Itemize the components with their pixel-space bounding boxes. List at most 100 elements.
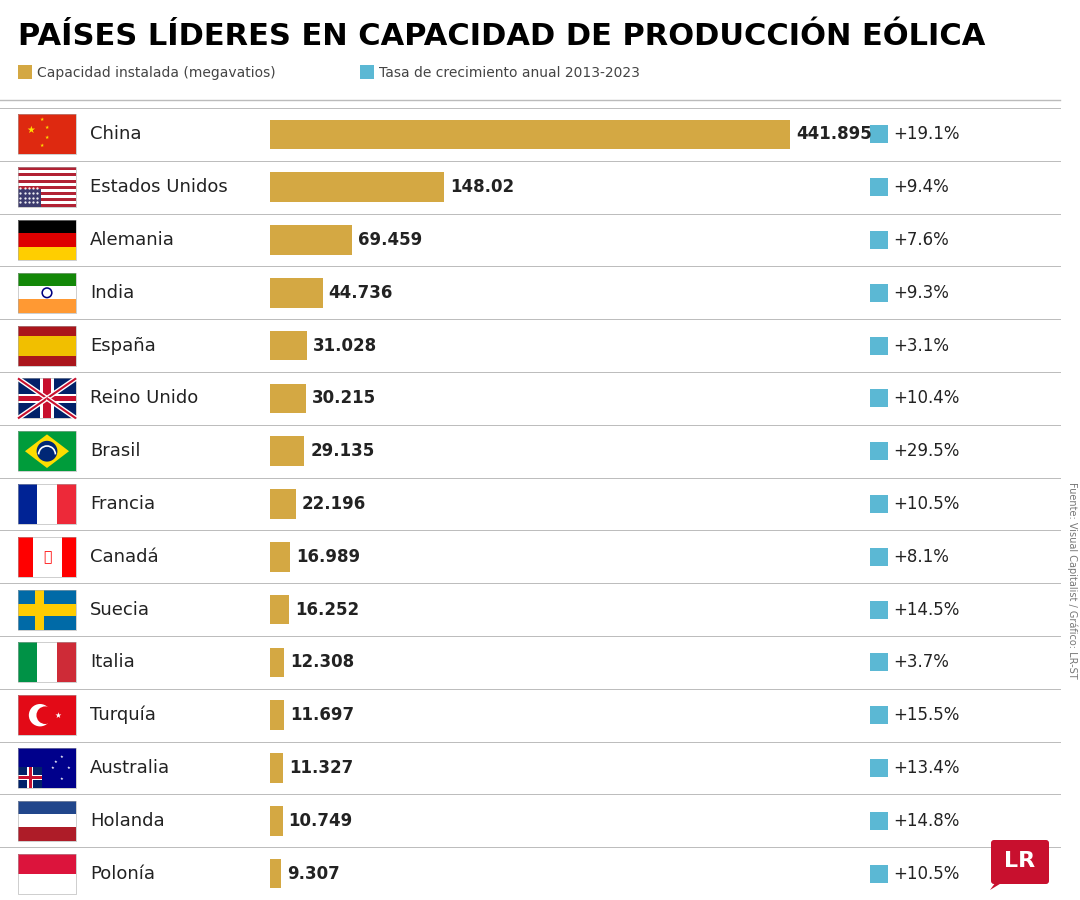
Bar (18, 775, 42, 780)
Bar (18, 185, 76, 189)
Bar (270, 648, 284, 677)
Bar (270, 120, 789, 149)
Text: 148.02: 148.02 (450, 178, 514, 196)
Bar (18, 273, 76, 286)
Bar (18, 114, 76, 155)
Bar (18, 643, 76, 682)
Bar (18, 326, 76, 365)
Text: Turquía: Turquía (90, 706, 156, 724)
Bar (18, 874, 76, 894)
Text: 🍁: 🍁 (43, 550, 51, 563)
Text: Polonía: Polonía (90, 865, 156, 883)
Text: +10.5%: +10.5% (893, 495, 959, 513)
Bar (270, 700, 284, 730)
Bar (870, 231, 888, 249)
Text: 12.308: 12.308 (291, 653, 354, 671)
Text: ★: ★ (67, 766, 71, 770)
Text: +19.1%: +19.1% (893, 125, 959, 143)
Bar (18, 326, 76, 336)
Text: Brasil: Brasil (90, 442, 140, 460)
Bar (18, 201, 76, 204)
Bar (18, 179, 76, 183)
Bar (18, 801, 76, 814)
Text: +8.1%: +8.1% (893, 548, 949, 566)
Bar (18, 300, 76, 313)
Bar (40, 378, 54, 419)
Bar (18, 183, 76, 185)
Text: Italia: Italia (90, 653, 135, 671)
Bar (870, 706, 888, 724)
Circle shape (41, 287, 53, 299)
Bar (18, 247, 76, 260)
Bar (870, 653, 888, 671)
Text: ★: ★ (54, 760, 57, 764)
Bar (18, 336, 76, 356)
Bar (18, 536, 76, 577)
Bar (870, 337, 888, 355)
Bar (18, 853, 76, 874)
Bar (18, 204, 76, 207)
Bar (18, 198, 76, 201)
Bar (18, 170, 76, 174)
Bar (36, 590, 43, 630)
Text: 9.307: 9.307 (287, 865, 340, 883)
Bar (270, 225, 352, 255)
Bar (18, 273, 76, 313)
Bar (270, 595, 289, 625)
Bar (18, 590, 76, 630)
Bar (870, 759, 888, 777)
Text: 16.989: 16.989 (296, 548, 360, 566)
Bar (18, 695, 76, 735)
Bar (870, 548, 888, 566)
Bar (18, 827, 76, 841)
Bar (18, 748, 76, 788)
Bar (18, 767, 42, 788)
Bar (18, 192, 76, 195)
Bar (18, 167, 76, 207)
Bar (18, 65, 32, 79)
Text: +14.8%: +14.8% (893, 812, 959, 830)
Text: 69.459: 69.459 (357, 231, 422, 249)
Polygon shape (25, 435, 69, 468)
Bar (18, 114, 76, 155)
Text: Estados Unidos: Estados Unidos (90, 178, 228, 196)
Bar (270, 383, 306, 413)
Bar (18, 695, 76, 735)
Bar (18, 484, 38, 524)
Bar (18, 777, 42, 778)
Bar (18, 378, 76, 419)
Text: 44.736: 44.736 (328, 284, 393, 302)
Bar (870, 600, 888, 618)
Bar (38, 484, 56, 524)
Bar (18, 233, 76, 247)
Text: China: China (90, 125, 141, 143)
Text: LR: LR (1004, 851, 1036, 871)
Text: ★: ★ (51, 766, 55, 770)
Bar (270, 331, 307, 360)
Bar (18, 431, 76, 472)
Text: Francia: Francia (90, 495, 156, 513)
Bar (870, 390, 888, 408)
Text: Reino Unido: Reino Unido (90, 390, 199, 408)
Text: ★: ★ (44, 135, 50, 140)
Text: Suecia: Suecia (90, 600, 150, 618)
Bar (870, 442, 888, 460)
Text: ★: ★ (44, 125, 50, 130)
Bar (270, 806, 283, 835)
Text: España: España (90, 337, 156, 355)
Text: Canadá: Canadá (90, 548, 159, 566)
Bar (870, 284, 888, 302)
Text: PAÍSES LÍDERES EN CAPACIDAD DE PRODUCCIÓN EÓLICA: PAÍSES LÍDERES EN CAPACIDAD DE PRODUCCIÓ… (18, 22, 985, 51)
Text: ★: ★ (26, 124, 36, 135)
Bar (18, 176, 76, 179)
Circle shape (29, 704, 51, 726)
Text: Australia: Australia (90, 759, 171, 777)
Bar (870, 178, 888, 196)
Text: +15.5%: +15.5% (893, 706, 959, 724)
Text: Fuente: Visual Capitalist / Gráfico: LR-ST: Fuente: Visual Capitalist / Gráfico: LR-… (1067, 482, 1077, 679)
Polygon shape (990, 879, 1008, 890)
Text: ★: ★ (59, 755, 64, 759)
Bar (18, 356, 76, 365)
Text: 22.196: 22.196 (302, 495, 366, 513)
Bar (18, 431, 76, 472)
